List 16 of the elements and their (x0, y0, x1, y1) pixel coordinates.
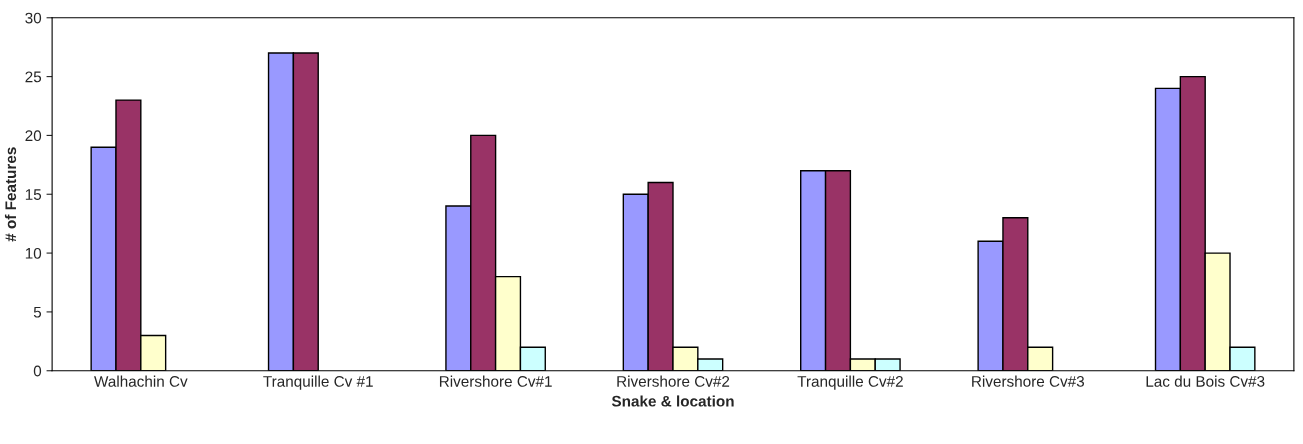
x-tick-label: Lac du Bois Cv#3 (1146, 375, 1265, 387)
y-tick-label: 5 (33, 306, 42, 318)
x-tick-label: Walhachin Cv (94, 375, 188, 387)
y-tick-label: 30 (25, 12, 42, 24)
x-tick-label: Rivershore Cv#3 (972, 375, 1085, 387)
x-tick-label: Tranquille Cv #1 (263, 375, 373, 390)
y-tick-label: 15 (25, 189, 42, 200)
y-tick-label: 10 (25, 247, 42, 259)
y-tick-label: 0 (33, 365, 42, 377)
x-tick-label: Rivershore Cv#1 (439, 375, 552, 387)
y-axis-title: # of Features (4, 147, 17, 242)
y-tick-label: 25 (25, 71, 42, 83)
x-tick-label: Tranquille Cv#2 (797, 375, 903, 390)
y-tick-label: 20 (25, 130, 42, 142)
x-axis-title: Snake & location (611, 395, 734, 407)
x-tick-label: Rivershore Cv#2 (617, 375, 730, 387)
